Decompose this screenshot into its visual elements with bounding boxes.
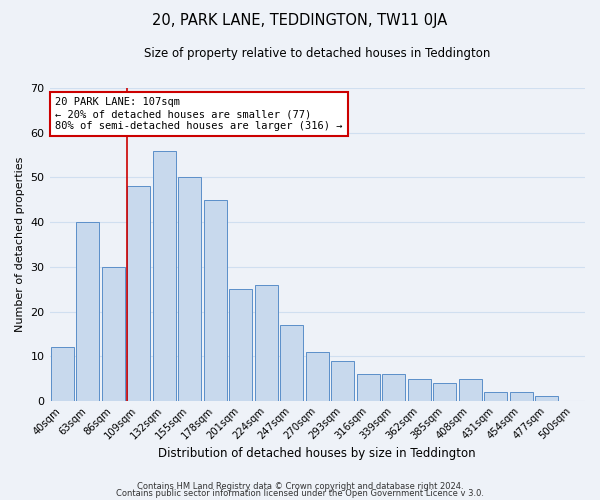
Bar [382, 374, 405, 401]
Bar [51, 348, 74, 401]
Bar [76, 222, 99, 401]
Bar [178, 178, 201, 401]
X-axis label: Distribution of detached houses by size in Teddington: Distribution of detached houses by size … [158, 447, 476, 460]
Bar [357, 374, 380, 401]
Bar [331, 360, 354, 401]
Bar [229, 289, 252, 401]
Bar [306, 352, 329, 401]
Y-axis label: Number of detached properties: Number of detached properties [15, 157, 25, 332]
Bar [433, 383, 456, 401]
Bar [459, 378, 482, 401]
Bar [127, 186, 150, 401]
Bar [408, 378, 431, 401]
Bar [102, 267, 125, 401]
Bar [484, 392, 507, 401]
Bar [255, 284, 278, 401]
Text: 20, PARK LANE, TEDDINGTON, TW11 0JA: 20, PARK LANE, TEDDINGTON, TW11 0JA [152, 12, 448, 28]
Text: Contains HM Land Registry data © Crown copyright and database right 2024.: Contains HM Land Registry data © Crown c… [137, 482, 463, 491]
Bar [204, 200, 227, 401]
Bar [535, 396, 558, 401]
Title: Size of property relative to detached houses in Teddington: Size of property relative to detached ho… [144, 48, 490, 60]
Text: Contains public sector information licensed under the Open Government Licence v : Contains public sector information licen… [116, 490, 484, 498]
Bar [153, 150, 176, 401]
Text: 20 PARK LANE: 107sqm
← 20% of detached houses are smaller (77)
80% of semi-detac: 20 PARK LANE: 107sqm ← 20% of detached h… [55, 98, 343, 130]
Bar [510, 392, 533, 401]
Bar [280, 325, 303, 401]
